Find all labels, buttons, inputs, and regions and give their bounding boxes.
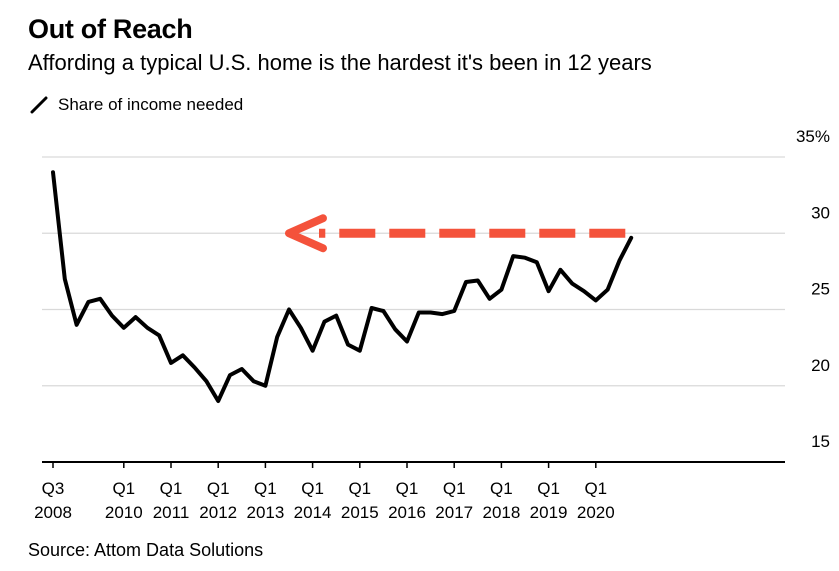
x-tick-label-quarter-2012: Q1	[207, 479, 230, 498]
x-tick-label-quarter-2014: Q1	[301, 479, 324, 498]
x-tick-label-year-2011: 2011	[153, 503, 190, 522]
x-tick-label-quarter-2008: Q3	[42, 479, 65, 498]
x-tick-label-year-2012: 2012	[199, 503, 237, 522]
x-tick-label-quarter-2020: Q1	[584, 479, 607, 498]
x-tick-label-quarter-2016: Q1	[396, 479, 419, 498]
x-tick-label-year-2016: 2016	[388, 503, 426, 522]
series-line-0	[51, 170, 634, 403]
x-tick-label-year-2013: 2013	[246, 503, 284, 522]
y-tick-label-15: 15	[811, 432, 830, 451]
x-tick-label-quarter-2010: Q1	[112, 479, 135, 498]
x-tick-label-year-2014: 2014	[294, 503, 332, 522]
x-tick-label-year-2019: 2019	[530, 503, 568, 522]
chart-subtitle: Affording a typical U.S. home is the har…	[28, 50, 652, 75]
legend-label: Share of income needed	[58, 95, 244, 114]
x-tick-label-quarter-2017: Q1	[443, 479, 466, 498]
x-tick-label-quarter-2013: Q1	[254, 479, 277, 498]
legend-line-icon	[30, 96, 48, 114]
y-tick-label-20: 20	[811, 356, 830, 375]
x-tick-label-year-2018: 2018	[482, 503, 520, 522]
chart-title: Out of Reach	[28, 14, 193, 44]
y-tick-label-35: 35%	[796, 127, 830, 146]
x-tick-label-quarter-2019: Q1	[537, 479, 560, 498]
x-tick-label-quarter-2018: Q1	[490, 479, 513, 498]
x-tick-label-year-2008: 2008	[34, 503, 72, 522]
legend: Share of income needed	[30, 95, 243, 115]
x-tick-label-year-2015: 2015	[341, 503, 379, 522]
x-tick-label-year-2017: 2017	[435, 503, 473, 522]
source-note: Source: Attom Data Solutions	[28, 540, 264, 560]
annotation-arrow-head	[285, 214, 327, 253]
x-tick-label-year-2020: 2020	[577, 503, 615, 522]
x-tick-label-quarter-2011: Q1	[160, 479, 183, 498]
y-tick-label-25: 25	[811, 280, 830, 299]
y-tick-label-30: 30	[811, 203, 830, 222]
x-tick-label-quarter-2015: Q1	[348, 479, 371, 498]
x-tick-label-year-2010: 2010	[105, 503, 143, 522]
